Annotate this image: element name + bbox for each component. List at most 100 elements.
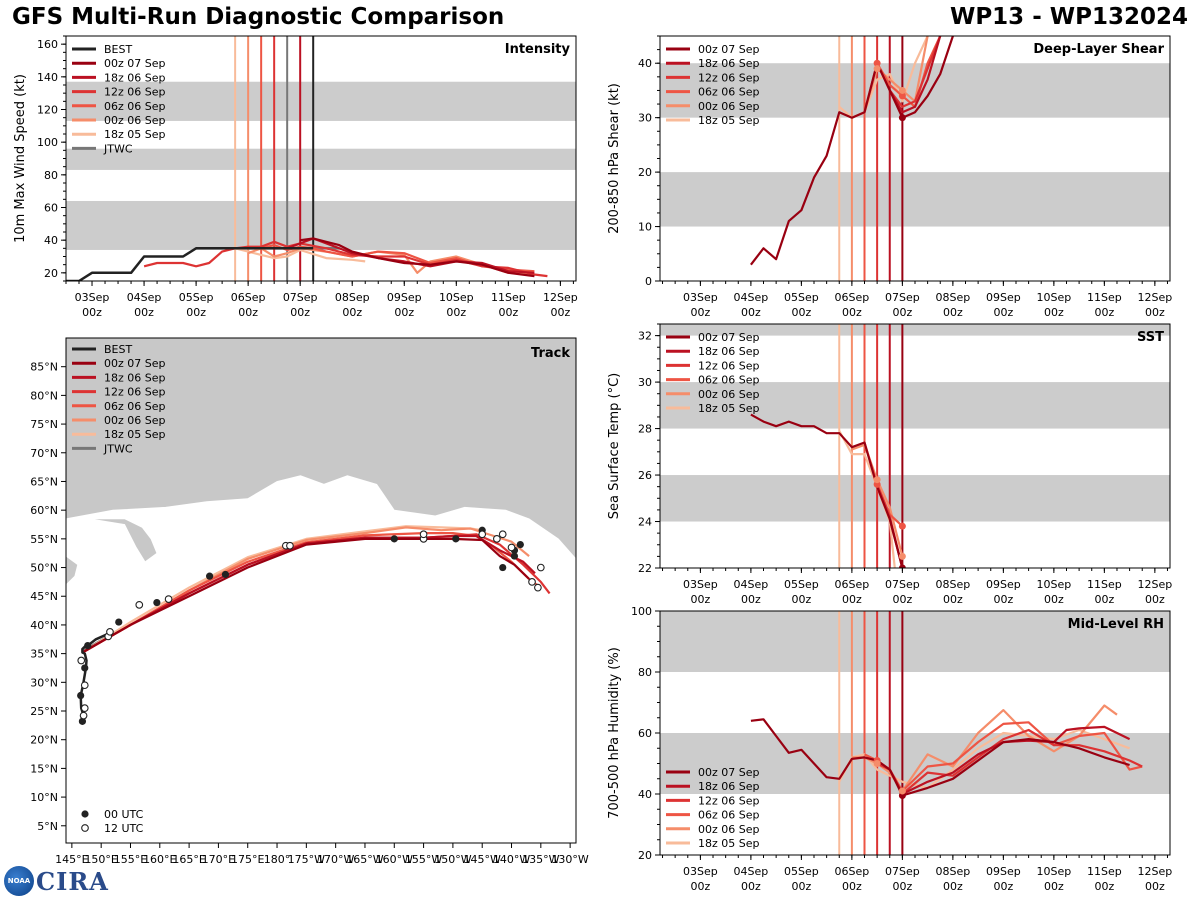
x-tick-sublabel: 00z [791, 593, 811, 606]
category-band [660, 611, 1170, 672]
plot-frame [65, 337, 577, 844]
intensity-plot-area [66, 36, 576, 281]
legend-label: 12z 06 Sep [104, 86, 166, 99]
panel-title: Track [531, 346, 570, 361]
y-tick-label: 20 [638, 849, 652, 862]
y-axis-label: Sea Surface Temp (°C) [607, 373, 622, 520]
x-tick-sublabel: 00z [134, 306, 154, 319]
legend-label: 12 UTC [104, 822, 144, 835]
x-tick-sublabel: 00z [892, 306, 912, 319]
x-tick-sublabel: 00z [741, 880, 761, 893]
track-point-00utc [221, 570, 230, 579]
track-point-12utc [528, 578, 536, 586]
x-tick-sublabel: 00z [186, 306, 206, 319]
x-tick-label: 12Sep [1137, 578, 1172, 591]
legend-marker-00utc [81, 810, 89, 818]
y-axis-label: 10m Max Wind Speed (kt) [13, 74, 28, 243]
legend-label: 00z 07 Sep [104, 357, 166, 370]
x-tick-label: 08Sep [936, 578, 971, 591]
landmass [66, 338, 576, 560]
x-tick-sublabel: 00z [1044, 306, 1064, 319]
x-tick-label: 05Sep [784, 291, 819, 304]
y-tick-label: 20 [44, 267, 58, 280]
series-line [750, 718, 1130, 797]
legend-label: 18z 06 Sep [698, 780, 760, 793]
x-tick-label: 04Sep [734, 291, 769, 304]
lat-tick-label: 85°N [30, 361, 58, 374]
data-point [898, 114, 906, 122]
lon-tick-label: 165°E [172, 853, 205, 866]
track-point-00utc [516, 540, 524, 549]
sst-plot-area [660, 324, 1170, 568]
x-tick-sublabel: 00z [842, 306, 862, 319]
x-tick-sublabel: 00z [943, 306, 963, 319]
lat-tick-label: 35°N [30, 648, 58, 661]
x-tick-label: 12Sep [1137, 291, 1172, 304]
lon-tick-label: 160°E [143, 853, 176, 866]
track-point-00utc [153, 598, 161, 607]
x-tick-sublabel: 00z [290, 306, 310, 319]
track-point-12utc [498, 530, 507, 539]
legend-label: 06z 06 Sep [698, 374, 760, 387]
lon-tick-label: 135°W [522, 853, 559, 866]
legend-label: 12z 06 Sep [698, 794, 760, 807]
x-tick-sublabel: 00z [1044, 880, 1064, 893]
x-tick-sublabel: 00z [1094, 880, 1114, 893]
lon-tick-label: 145°E [55, 853, 88, 866]
cira-logo-text: CIRA [36, 866, 109, 896]
x-tick-label: 10Sep [1036, 578, 1071, 591]
x-tick-sublabel: 00z [691, 593, 711, 606]
y-tick-label: 0 [645, 275, 652, 288]
lat-tick-label: 5°N [37, 820, 58, 833]
lat-tick-label: 55°N [30, 533, 58, 546]
x-tick-sublabel: 00z [691, 880, 711, 893]
x-tick-label: 05Sep [784, 578, 819, 591]
shear-chart: 0 10 20 30 40 03Sep 00z 04Sep 00z 05Sep 00z 06Sep 00… [607, 35, 1172, 319]
lon-tick-label: 150°E [84, 853, 117, 866]
legend-label: 06z 06 Sep [104, 400, 166, 413]
legend-label: BEST [104, 343, 132, 356]
y-tick-label: 80 [638, 666, 652, 679]
track-point-12utc [77, 656, 86, 665]
x-tick-sublabel: 00z [1094, 593, 1114, 606]
lon-tick-label: 175°E [231, 853, 264, 866]
x-tick-label: 05Sep [784, 865, 819, 878]
y-tick-label: 40 [44, 234, 58, 247]
panel-title: Intensity [505, 42, 571, 57]
x-tick-sublabel: 00z [342, 306, 362, 319]
category-band [660, 324, 1170, 336]
legend-label: 06z 06 Sep [698, 86, 760, 99]
legend-label: 06z 06 Sep [104, 100, 166, 113]
legend-label: 00z 06 Sep [698, 388, 760, 401]
x-tick-sublabel: 00z [892, 880, 912, 893]
category-band [66, 200, 576, 250]
lon-tick-label: 150°W [434, 853, 471, 866]
x-tick-label: 06Sep [835, 291, 870, 304]
legend-label: 00z 07 Sep [698, 766, 760, 779]
x-tick-sublabel: 00z [691, 306, 711, 319]
x-tick-label: 07Sep [283, 291, 318, 304]
track-point-12utc [164, 595, 173, 603]
y-tick-label: 140 [37, 71, 58, 84]
x-tick-label: 10Sep [1036, 291, 1071, 304]
track-point-00utc [390, 535, 398, 543]
track-point-00utc [77, 691, 85, 700]
y-tick-label: 120 [37, 104, 58, 117]
x-tick-label: 08Sep [936, 291, 971, 304]
track-line [81, 525, 483, 654]
y-tick-label: 40 [638, 57, 652, 70]
y-tick-label: 30 [638, 112, 652, 125]
x-tick-label: 11Sep [491, 291, 526, 304]
y-axis-label: 200-850 hPa Shear (kt) [607, 83, 622, 234]
track-point-12utc [536, 563, 545, 572]
lat-tick-label: 10°N [30, 791, 58, 804]
track-chart: 5°N 10°N 15°N 20°N 25°N 30°N 35°N 40°N 45°N 50°N 5… [30, 337, 589, 866]
lon-tick-label: 155°E [114, 853, 147, 866]
x-tick-label: 10Sep [439, 291, 474, 304]
y-tick-label: 20 [638, 166, 652, 179]
track-point-00utc [510, 552, 519, 560]
shear-plot-area [660, 36, 1170, 281]
legend-label: 18z 06 Sep [104, 371, 166, 384]
page-title: GFS Multi-Run Diagnostic Comparison [12, 4, 505, 30]
